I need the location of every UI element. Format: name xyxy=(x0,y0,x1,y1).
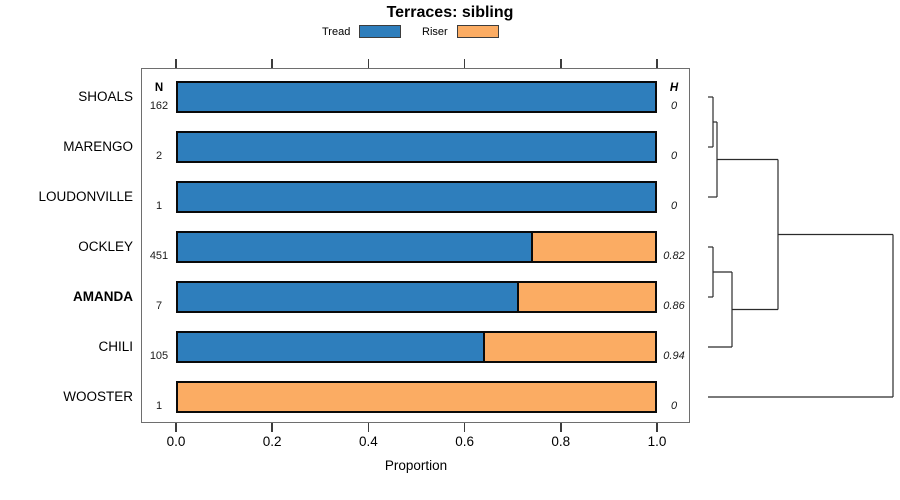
axis-tick-top xyxy=(560,59,562,68)
axis-tick-label: 0.4 xyxy=(359,434,378,449)
h-value: 0 xyxy=(670,150,678,162)
chart-title: Terraces: sibling xyxy=(386,4,514,21)
n-value: 105 xyxy=(149,350,169,362)
category-label-chili: CHILI xyxy=(98,339,133,354)
category-label-wooster: WOOSTER xyxy=(63,389,133,404)
h-value: 0 xyxy=(670,200,678,212)
legend-entry-riser: Riser xyxy=(422,25,499,38)
h-value: 0 xyxy=(670,100,678,112)
h-value: 0.86 xyxy=(663,300,685,312)
tread-segment xyxy=(178,333,484,361)
legend-entry-tread: Tread xyxy=(322,25,402,38)
tread-segment xyxy=(178,283,517,311)
axis-tick-bottom xyxy=(367,423,370,432)
bar-amanda xyxy=(176,281,657,313)
n-value: 2 xyxy=(155,150,163,162)
legend-label-riser: Riser xyxy=(422,25,448,38)
bar-ockley xyxy=(176,231,657,263)
h-value: 0.94 xyxy=(663,350,685,362)
n-value: 7 xyxy=(155,300,163,312)
bar-chili xyxy=(176,331,657,363)
h-value: 0.82 xyxy=(663,250,685,262)
category-label-loudonville: LOUDONVILLE xyxy=(38,189,133,204)
axis-tick-top xyxy=(656,59,658,68)
category-label-ockley: OCKLEY xyxy=(78,239,133,254)
axis-tick-label: 0.6 xyxy=(455,434,474,449)
tread-segment xyxy=(178,133,655,161)
tread-segment xyxy=(178,83,655,111)
axis-tick-label: 0.2 xyxy=(262,434,282,449)
axis-tick-bottom xyxy=(463,423,466,432)
axis-tick-bottom xyxy=(656,423,658,432)
riser-segment xyxy=(530,233,655,261)
riser-segment xyxy=(516,283,655,311)
legend-label-tread: Tread xyxy=(322,25,351,38)
category-label-amanda: AMANDA xyxy=(73,289,133,304)
riser-swatch-icon xyxy=(456,25,499,38)
category-label-marengo: MARENGO xyxy=(63,139,133,154)
axis-tick-top xyxy=(271,59,273,68)
n-value: 1 xyxy=(155,200,163,212)
n-value: 1 xyxy=(155,400,163,412)
axis-tick-bottom xyxy=(271,423,273,432)
bar-shoals xyxy=(176,81,657,113)
axis-tick-top xyxy=(175,59,177,68)
category-label-shoals: SHOALS xyxy=(78,89,133,104)
axis-tick-label: 0.0 xyxy=(166,434,186,449)
bar-marengo xyxy=(176,131,657,163)
riser-segment xyxy=(178,383,655,411)
axis-tick-bottom xyxy=(175,423,177,432)
n-value: 451 xyxy=(149,250,169,262)
tread-segment xyxy=(178,183,655,211)
h-column-header: H xyxy=(669,82,679,94)
axis-tick-top xyxy=(367,59,370,68)
tread-segment xyxy=(178,233,531,261)
bar-wooster xyxy=(176,381,657,413)
axis-tick-label: 1.0 xyxy=(647,434,667,449)
tread-swatch-icon xyxy=(359,25,402,38)
bar-loudonville xyxy=(176,181,657,213)
axis-tick-label: 0.8 xyxy=(551,434,571,449)
x-axis-title: Proportion xyxy=(384,458,448,473)
axis-tick-bottom xyxy=(560,423,562,432)
riser-segment xyxy=(483,333,655,361)
axis-tick-top xyxy=(463,59,466,68)
n-column-header: N xyxy=(154,82,164,94)
n-value: 162 xyxy=(149,100,169,112)
h-value: 0 xyxy=(670,400,678,412)
